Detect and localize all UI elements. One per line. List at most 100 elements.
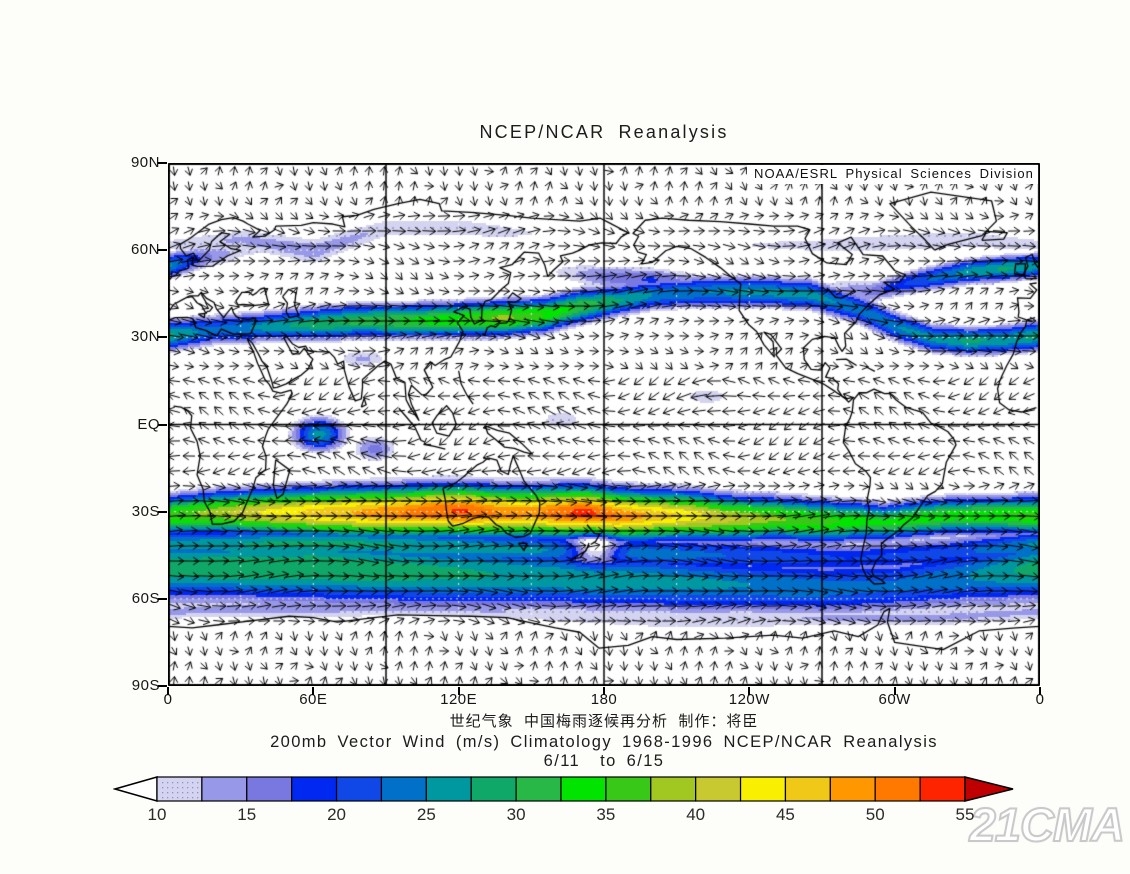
- page-title: NCEP/NCAR Reanalysis: [479, 122, 729, 142]
- colorbar-label: 45: [775, 805, 795, 824]
- stipple-dot: [172, 782, 174, 784]
- stipple-dot: [182, 782, 184, 784]
- stipple-dot: [192, 797, 194, 799]
- colorbar-segment: [246, 776, 293, 802]
- colorbar-segment: [874, 776, 921, 802]
- stipple-dot: [187, 797, 189, 799]
- colorbar-segment: [380, 776, 427, 802]
- lat-label-90N: 90N: [130, 154, 160, 171]
- lat-label-EQ: EQ: [137, 415, 160, 433]
- lat-tick: [158, 162, 167, 164]
- colorbar-label: 30: [506, 805, 526, 824]
- lat-label-30N: 30N: [130, 328, 160, 346]
- lon-label-0: 0: [163, 691, 173, 708]
- watermark: 21CMA: [969, 797, 1126, 852]
- colorbar-segment: [829, 776, 876, 802]
- colorbar-svg: [112, 776, 1014, 802]
- colorbar-segment: [560, 776, 607, 802]
- stipple-dot: [162, 797, 164, 799]
- stipple-dot: [167, 787, 169, 789]
- wind-map: NOAA/ESRL Physical Sciences Division: [168, 163, 1040, 686]
- colorbar-segment: [156, 776, 203, 802]
- colorbar-segment: [201, 776, 248, 802]
- colorbar-segment: [470, 776, 517, 802]
- stipple-dot: [192, 782, 194, 784]
- lat-tick: [158, 685, 167, 687]
- lat-tick: [158, 423, 167, 426]
- caption-chinese: 世纪气象 中国梅雨逐候再分析 制作：将臣: [449, 713, 759, 730]
- colorbar-under-arrow: [112, 776, 158, 802]
- lon-tick: [167, 687, 169, 695]
- stipple-dot: [177, 797, 179, 799]
- colorbar-segment: [425, 776, 472, 802]
- stipple-dot: [167, 782, 169, 784]
- lat-tick: [158, 597, 167, 600]
- stipple-dot: [192, 792, 194, 794]
- lon-label-0: 0: [1035, 691, 1045, 708]
- stipple-dot: [162, 792, 164, 794]
- colorbar-label: 15: [237, 805, 257, 824]
- stipple-dot: [172, 792, 174, 794]
- lon-tick: [893, 687, 896, 695]
- colorbar-segment: [291, 776, 338, 802]
- stipple-dot: [177, 782, 179, 784]
- lon-tick: [312, 687, 315, 695]
- colorbar-segment: [650, 776, 697, 802]
- lon-tick: [603, 687, 605, 695]
- colorbar-label: 35: [596, 805, 616, 824]
- stipple-dot: [182, 792, 184, 794]
- stipple-dot: [197, 787, 199, 789]
- map-credit: NOAA/ESRL Physical Sciences Division: [746, 165, 1038, 184]
- caption-title: 200mb Vector Wind (m/s) Climatology 1968…: [270, 733, 938, 751]
- stipple-dot: [187, 787, 189, 789]
- stipple-dot: [197, 792, 199, 794]
- colorbar-segment: [784, 776, 831, 802]
- colorbar-label: 50: [865, 805, 885, 824]
- lon-label-60W: 60W: [878, 691, 911, 708]
- lat-label-60S: 60S: [131, 589, 160, 607]
- colorbar-segment: [695, 776, 742, 802]
- lon-label-60E: 60E: [299, 691, 328, 708]
- colorbar-label: 20: [327, 805, 346, 824]
- lat-tick: [158, 510, 167, 513]
- stipple-dot: [197, 782, 199, 784]
- lon-label-120W: 120W: [728, 691, 770, 708]
- colorbar-label: 40: [686, 805, 706, 824]
- stipple-dot: [162, 787, 164, 789]
- lat-tick: [158, 249, 167, 252]
- stipple-dot: [187, 792, 189, 794]
- colorbar-label: 10: [147, 805, 167, 824]
- lon-tick: [1039, 687, 1041, 695]
- lon-label-180: 180: [590, 691, 618, 708]
- lon-label-120E: 120E: [440, 691, 478, 708]
- stipple-dot: [192, 787, 194, 789]
- colorbar-segment: [739, 776, 787, 802]
- stipple-dot: [177, 787, 179, 789]
- colorbar-label: 25: [416, 805, 436, 824]
- lat-label-30S: 30S: [131, 502, 160, 520]
- stipple-dot: [177, 792, 179, 794]
- lat-label-90S: 90S: [131, 677, 160, 694]
- lat-tick: [158, 336, 167, 339]
- lat-label-60N: 60N: [130, 241, 160, 259]
- colorbar-segment: [919, 776, 966, 802]
- lon-tick: [748, 687, 751, 695]
- colorbar-segment: [335, 776, 383, 802]
- stipple-dot: [182, 797, 184, 799]
- wind-map-canvas: [168, 163, 1040, 686]
- stipple-dot: [172, 787, 174, 789]
- colorbar: 10 15 20 25 30 35 40 45 50 55: [112, 776, 1023, 832]
- colorbar-over-arrow: [964, 776, 1014, 802]
- stipple-dot: [167, 792, 169, 794]
- stipple-dot: [187, 782, 189, 784]
- stipple-dot: [182, 787, 184, 789]
- stipple-dot: [162, 782, 164, 784]
- stipple-dot: [197, 797, 199, 799]
- colorbar-segment: [515, 776, 562, 802]
- caption-dates: 6/11 to 6/15: [543, 752, 665, 770]
- colorbar-label: 55: [955, 805, 975, 824]
- stipple-dot: [167, 797, 169, 799]
- stipple-dot: [172, 797, 174, 799]
- colorbar-segment: [605, 776, 652, 802]
